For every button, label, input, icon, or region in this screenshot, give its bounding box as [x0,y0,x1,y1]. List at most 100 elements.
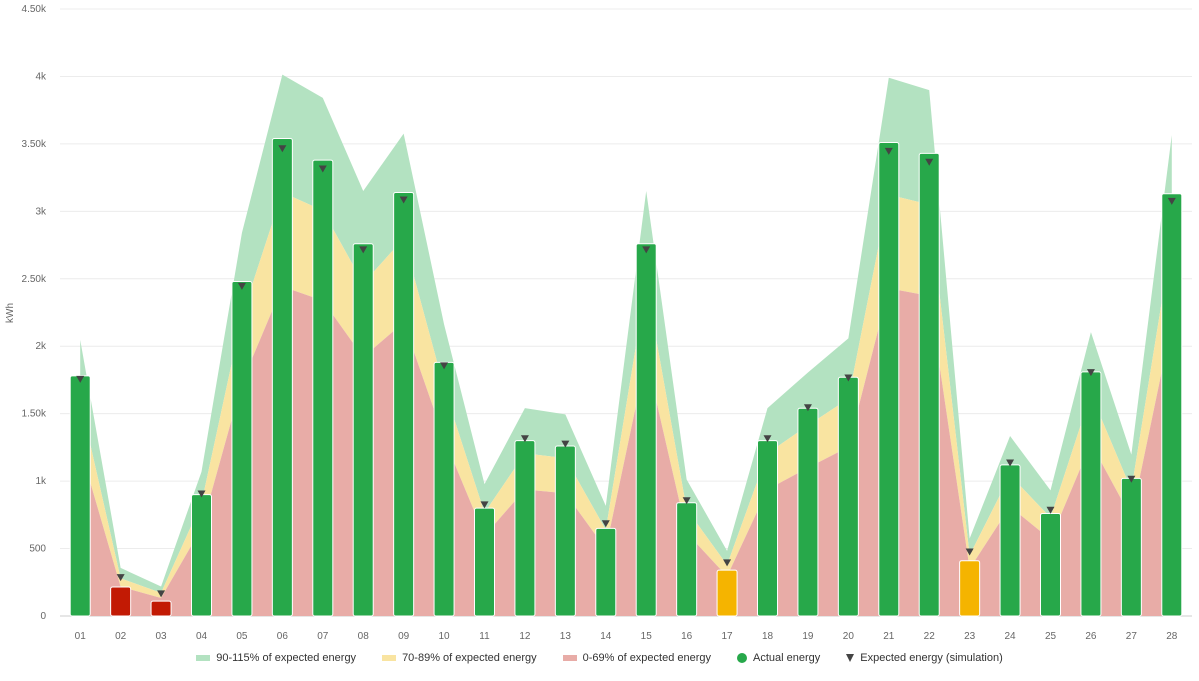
x-tick-label: 23 [964,631,976,642]
x-tick-label: 14 [600,631,612,642]
legend-swatch [382,655,397,661]
actual-bar-12 [514,440,536,617]
actual-bar-10 [433,361,455,617]
x-tick-label: 13 [560,631,572,642]
x-tick-label: 22 [924,631,936,642]
expected-marker-13 [561,440,570,448]
x-tick-label: 11 [479,631,490,642]
actual-bar-05 [231,280,253,617]
y-tick-label: 500 [29,544,46,555]
expected-marker-25 [1046,506,1055,514]
actual-bar-17 [716,569,738,617]
expected-marker-04 [197,490,206,498]
actual-bar-20 [837,376,859,617]
legend-swatch [562,655,577,661]
x-tick-label: 24 [1005,631,1017,642]
legend-item-expected[interactable]: Expected energy (simulation) [846,652,1003,664]
y-tick-label: 1k [35,476,47,487]
x-tick-label: 16 [681,631,693,642]
y-tick-label: 2.50k [22,274,47,285]
legend-label: 90-115% of expected energy [216,652,357,664]
actual-bar-01 [69,375,91,617]
legend-item-band-low[interactable]: 0-69% of expected energy [562,652,712,664]
expected-marker-18 [763,435,772,443]
x-tick-label: 10 [439,631,451,642]
x-tick-label: 19 [802,631,814,642]
y-tick-label: 4.50k [22,4,47,15]
y-tick-label: 2k [35,341,47,352]
actual-bar-28 [1161,193,1183,617]
expected-marker-24 [1006,459,1015,467]
x-tick-label: 07 [317,631,329,642]
x-tick-label: 08 [358,631,370,642]
legend-label: 70-89% of expected energy [402,652,537,664]
expected-marker-26 [1086,369,1095,377]
legend-item-band-mid[interactable]: 70-89% of expected energy [382,652,537,664]
band-area-0 [80,74,1172,593]
expected-marker-06 [278,145,287,153]
actual-bar-06 [271,137,293,617]
expected-marker-11 [480,501,489,509]
actual-bar-19 [797,407,819,617]
actual-bar-07 [312,159,334,617]
triangle-down-icon [846,654,855,662]
x-tick-label: 26 [1085,631,1097,642]
expected-marker-12 [520,435,529,443]
actual-bar-11 [474,507,495,617]
x-tick-label: 03 [156,631,168,642]
actual-bar-13 [554,445,576,617]
x-tick-label: 15 [641,631,653,642]
expected-marker-28 [1167,197,1176,205]
actual-bar-21 [878,142,900,617]
x-tick-label: 21 [883,631,895,642]
actual-bar-09 [393,191,415,617]
expected-marker-19 [803,404,812,412]
x-tick-label: 18 [762,631,774,642]
actual-bar-03 [150,600,172,617]
expected-marker-20 [844,374,853,382]
legend-label: 0-69% of expected energy [582,652,712,664]
expected-marker-01 [76,375,85,383]
legend-swatch [196,655,211,661]
x-tick-label: 17 [722,631,734,642]
x-tick-label: 12 [519,631,531,642]
actual-bar-02 [110,586,132,617]
actual-bar-04 [191,494,212,617]
legend-label: Expected energy (simulation) [860,652,1003,664]
expected-marker-02 [116,574,125,582]
legend: 90-115% of expected energy 70-89% of exp… [0,652,1199,664]
x-tick-label: 28 [1166,631,1178,642]
expected-marker-27 [1127,475,1136,483]
x-tick-label: 06 [277,631,289,642]
expected-marker-08 [359,246,368,254]
actual-bar-24 [999,464,1021,617]
actual-bar-14 [595,527,617,617]
expected-marker-15 [642,246,651,254]
expected-marker-17 [723,559,732,567]
actual-bar-26 [1080,371,1102,617]
circle-icon [737,653,748,663]
y-tick-label: 1.50k [22,409,47,420]
legend-item-actual[interactable]: Actual energy [737,652,820,664]
x-tick-label: 27 [1126,631,1138,642]
energy-chart: 0 500 1k 1.50k 2k 2.50k 3k 3.50k 4k 4.50k kWh 01 02 0… [5,4,1192,642]
expected-marker-07 [318,165,327,173]
actual-bar-16 [676,502,698,617]
legend-item-band-high[interactable]: 90-115% of expected energy [196,652,356,664]
actual-bar-18 [757,440,778,617]
expected-marker-10 [440,362,449,370]
expected-marker-05 [237,282,246,290]
legend-label: Actual energy [753,652,821,664]
expected-marker-21 [884,147,893,155]
actual-bar-23 [959,560,981,617]
expected-marker-03 [157,590,166,598]
actual-bar-15 [635,243,657,617]
x-tick-label: 02 [115,631,127,642]
expected-marker-16 [682,497,691,505]
expected-marker-23 [965,548,974,556]
y-tick-label: 0 [40,611,46,622]
actual-bar-22 [918,152,940,617]
actual-bar-27 [1120,477,1142,617]
x-tick-label: 20 [843,631,855,642]
x-tick-label: 09 [398,631,410,642]
